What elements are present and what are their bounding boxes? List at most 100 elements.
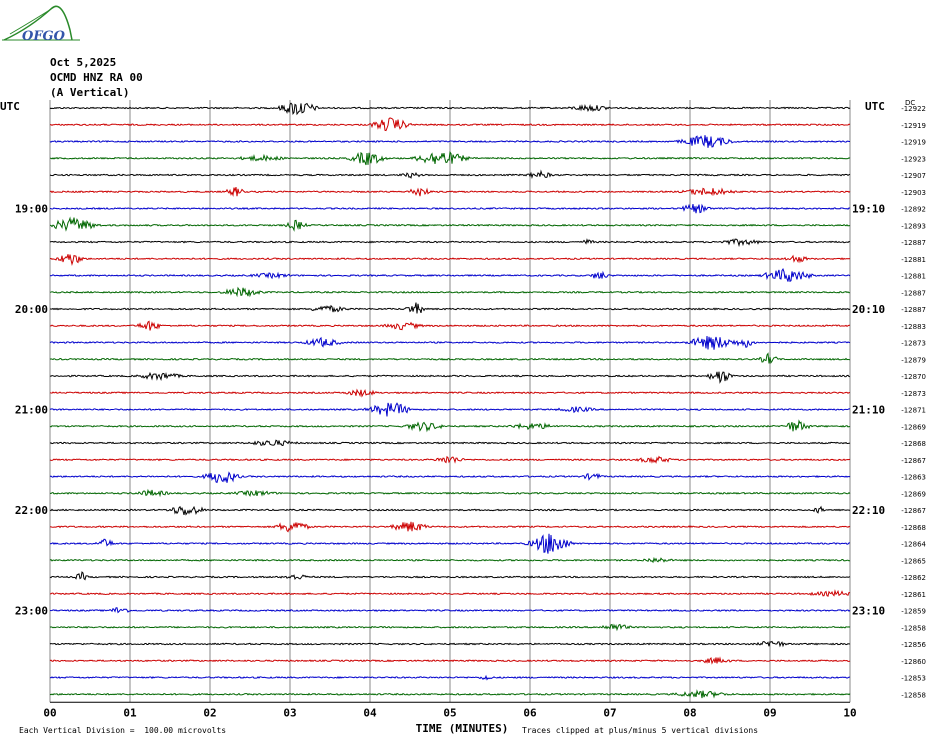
trace-line bbox=[49, 640, 851, 648]
dc-offset-label: -12919 bbox=[901, 122, 926, 130]
x-tick-label: 10 bbox=[843, 706, 856, 719]
left-hour-label: 21:00 bbox=[15, 404, 48, 417]
dc-offset-label: -12923 bbox=[901, 155, 926, 163]
right-hour-label: 21:10 bbox=[852, 404, 885, 417]
dc-offset-label: -12861 bbox=[901, 591, 926, 599]
trace-line bbox=[49, 286, 851, 298]
trace-line bbox=[49, 556, 851, 564]
trace-line bbox=[49, 117, 851, 132]
left-axis-title: UTC bbox=[0, 100, 20, 113]
dc-offset-label: -12860 bbox=[901, 658, 926, 666]
scale-note: Each Vertical Division = 100.00 microvol… bbox=[19, 726, 227, 735]
dc-offset-label: -12853 bbox=[901, 675, 926, 683]
axis-labels: 00 01 02 03 04 05 06 07 08 09 10 TIME (MINUTES) UTC U… bbox=[0, 99, 927, 735]
trace-line bbox=[49, 371, 851, 384]
dc-title: DC bbox=[905, 99, 915, 107]
dc-offset-label: -12856 bbox=[901, 641, 926, 649]
x-tick-label: 07 bbox=[603, 706, 616, 719]
dc-offset-label: -12881 bbox=[901, 256, 926, 264]
dc-offset-label: -12868 bbox=[901, 524, 926, 532]
dc-offset-label: -12903 bbox=[901, 189, 926, 197]
x-tick-label: 05 bbox=[443, 706, 456, 719]
dc-offset-label: -12871 bbox=[901, 407, 926, 415]
trace-line bbox=[49, 388, 850, 398]
trace-line bbox=[49, 186, 851, 197]
left-hour-label: 22:00 bbox=[15, 504, 48, 517]
right-hour-label: 19:10 bbox=[852, 203, 885, 216]
dc-offset-label: -12858 bbox=[901, 691, 926, 699]
dc-offset-label: -12867 bbox=[901, 507, 926, 515]
dc-offset-label: -12873 bbox=[901, 340, 926, 348]
dc-offset-label: -12869 bbox=[901, 423, 926, 431]
dc-offset-label: -12881 bbox=[901, 273, 926, 281]
trace-line bbox=[49, 336, 851, 350]
dc-offset-label: -12859 bbox=[901, 608, 926, 616]
dc-offset-label: -12870 bbox=[901, 373, 926, 381]
trace-line bbox=[49, 238, 851, 248]
dc-offset-label: -12892 bbox=[901, 206, 926, 214]
dc-offset-label: -12883 bbox=[901, 323, 926, 331]
dc-offset-label: -12887 bbox=[901, 289, 926, 297]
logo-text: OFGO bbox=[22, 29, 66, 44]
dc-offset-label: -12907 bbox=[901, 172, 926, 180]
trace-line bbox=[49, 455, 851, 464]
trace-line bbox=[49, 254, 851, 267]
dc-offset-label: -12919 bbox=[901, 139, 926, 147]
dc-offset-label: -12858 bbox=[901, 624, 926, 632]
trace-line bbox=[49, 521, 851, 533]
dc-offset-label: -12865 bbox=[901, 557, 926, 565]
component-label: (A Vertical) bbox=[50, 86, 130, 99]
trace-line bbox=[49, 689, 851, 699]
right-hour-label: 22:10 bbox=[852, 504, 885, 517]
dc-offset-label: -12887 bbox=[901, 239, 926, 247]
left-hour-label: 23:00 bbox=[15, 605, 48, 618]
dc-offset-label: -12873 bbox=[901, 390, 926, 398]
trace-line bbox=[49, 471, 851, 484]
dc-offset-label: -12867 bbox=[901, 457, 926, 465]
dc-offset-label: -12862 bbox=[901, 574, 926, 582]
trace-line bbox=[49, 623, 851, 632]
trace-line bbox=[49, 268, 851, 283]
left-hour-label: 20:00 bbox=[15, 303, 48, 316]
left-hour-label: 19:00 bbox=[15, 203, 48, 216]
trace-line bbox=[49, 135, 851, 148]
trace-line bbox=[49, 352, 851, 364]
trace-line bbox=[49, 419, 851, 433]
trace-line bbox=[49, 533, 850, 554]
x-tick-label: 09 bbox=[763, 706, 776, 719]
trace-line bbox=[49, 589, 851, 597]
right-hour-label: 23:10 bbox=[852, 605, 885, 618]
right-axis-title: UTC bbox=[865, 100, 885, 113]
x-axis-title: TIME (MINUTES) bbox=[416, 722, 509, 735]
x-tick-label: 02 bbox=[203, 706, 216, 719]
seismic-traces bbox=[49, 102, 851, 699]
trace-line bbox=[49, 302, 851, 314]
dc-offset-label: -12863 bbox=[901, 474, 926, 482]
trace-line bbox=[49, 102, 851, 116]
trace-line bbox=[49, 505, 851, 516]
dc-offset-label: -12868 bbox=[901, 440, 926, 448]
x-tick-label: 06 bbox=[523, 706, 537, 719]
x-tick-label: 08 bbox=[683, 706, 696, 719]
minute-gridlines bbox=[49, 100, 851, 703]
trace-line bbox=[49, 607, 851, 614]
trace-line bbox=[49, 656, 851, 665]
trace-line bbox=[49, 402, 851, 417]
dc-offset-label: -12893 bbox=[901, 222, 926, 230]
trace-line bbox=[49, 439, 851, 446]
trace-line bbox=[49, 169, 851, 179]
trace-line bbox=[49, 216, 851, 232]
station-name: OCMD HNZ RA 00 bbox=[50, 71, 143, 84]
trace-line bbox=[49, 571, 851, 581]
dc-offset-label: -12887 bbox=[901, 306, 926, 314]
trace-line bbox=[49, 320, 851, 331]
x-tick-label: 00 bbox=[43, 706, 56, 719]
plot-date: Oct 5,2025 bbox=[50, 56, 117, 69]
trace-line bbox=[49, 203, 851, 214]
trace-line bbox=[50, 151, 851, 166]
clip-note: Traces clipped at plus/minus 5 vertical … bbox=[522, 726, 759, 735]
x-tick-label: 03 bbox=[283, 706, 296, 719]
dc-offset-label: -12864 bbox=[901, 541, 926, 549]
dc-offset-label: -12879 bbox=[901, 356, 926, 364]
